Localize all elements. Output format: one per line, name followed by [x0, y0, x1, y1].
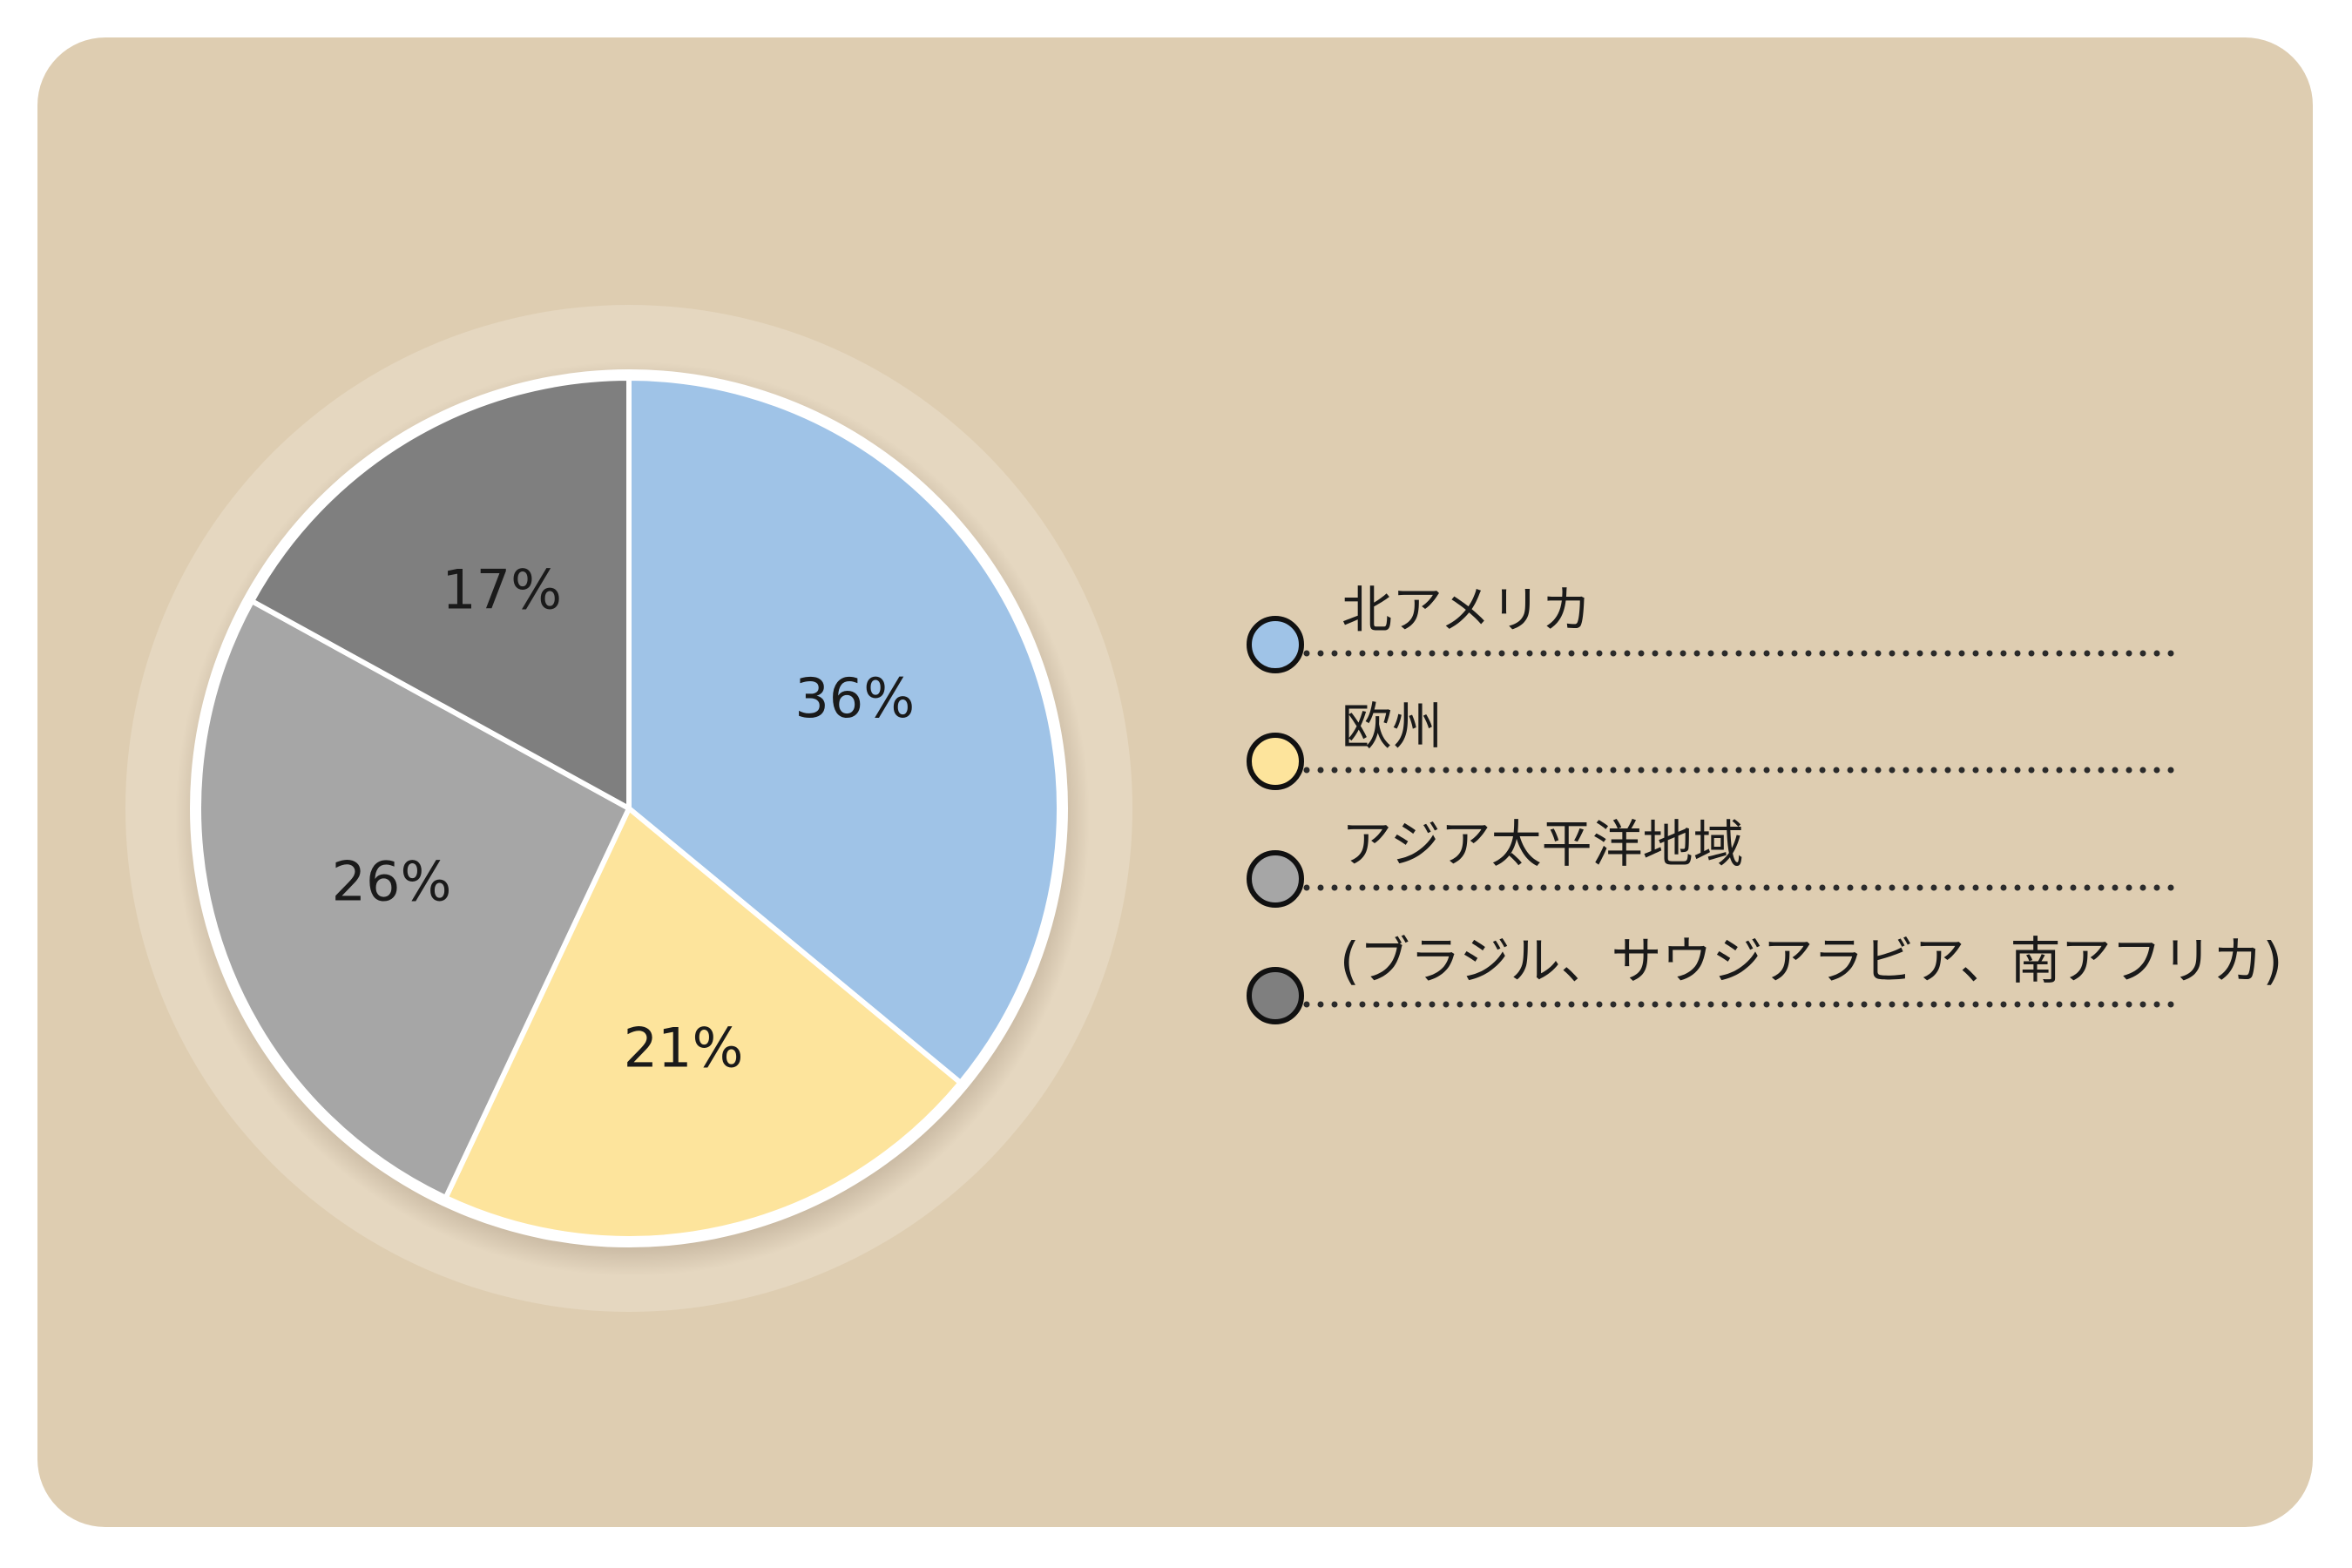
legend-swatch	[1247, 967, 1304, 1024]
pie-slices	[196, 375, 1062, 1241]
legend-swatch	[1247, 850, 1304, 908]
legend-swatch	[1247, 733, 1304, 790]
legend-label: 北アメリカ	[1342, 580, 1592, 639]
pie-slice-labels: 36% 21% 26% 17%	[332, 558, 916, 1079]
pie-slice-label-2: 21%	[624, 1017, 744, 1080]
legend-swatch	[1247, 616, 1304, 673]
pie-slice-1	[626, 375, 1062, 1085]
pie-slice-label-1: 36%	[794, 666, 915, 730]
pie-slice-label-4: 17%	[442, 558, 562, 621]
legend-label: 欧州	[1342, 697, 1443, 756]
legend-label: (ブラジル、サウジアラビア、南アフリカ)	[1340, 931, 2282, 990]
pie-slice-2	[443, 806, 963, 1241]
legend-label: アジア太平洋地域	[1342, 814, 1744, 874]
pie-slice-label-3: 26%	[332, 850, 452, 914]
pie-slice-4	[249, 375, 632, 811]
